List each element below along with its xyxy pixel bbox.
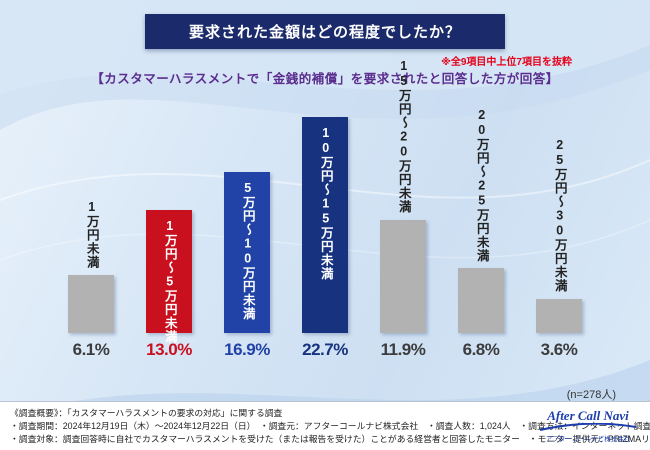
bar-column: 1万円～5万円未満 13.0% [133, 96, 205, 360]
bar-column: 1万円未満 6.1% [55, 96, 127, 360]
bar [302, 117, 348, 333]
bar [536, 298, 582, 333]
survey-detail-line: ・調査対象：調査回答時に自社でカスタマーハラスメントを受けた（または報告を受けた… [10, 433, 650, 444]
bar-column: 20万円～25万円未満 6.8% [445, 96, 517, 360]
bar-category-label: 1万円未満 [84, 200, 99, 270]
bar-value-label: 6.8% [462, 340, 500, 359]
logo-swoosh-icon [539, 423, 637, 431]
chart-subtitle: 【カスタマーハラスメントで「金銭的補償」を要求されたと回答した方が回答】 [91, 72, 559, 86]
bar-column: 15万円～20万円未満 11.9% [367, 59, 439, 360]
logo-company-name: アフターコールナビ株式会社 [545, 436, 631, 443]
bar-category-label: 5万円～10万円未満 [240, 181, 255, 321]
bar-value-label: 13.0% [146, 340, 192, 359]
bar-value-label: 22.7% [302, 340, 348, 359]
bar-column: 5万円～10万円未満 16.9% [211, 96, 283, 360]
bar [458, 268, 504, 333]
logo-brand-text: After Call Navi [547, 408, 629, 423]
bar-value-label: 6.1% [72, 340, 110, 359]
bar-column: 25万円～30万円未満 3.6% [523, 96, 595, 360]
survey-detail-line: ・調査期間：2024年12月19日（木）～2024年12月22日（日） ・調査元… [10, 420, 650, 431]
page-title: 要求された金額はどの程度でしたか？ [144, 14, 506, 49]
bar [68, 275, 114, 333]
survey-overview-title: 《調査概要》：「カスタマーハラスメントの要求の対応」に関する調査 [10, 408, 283, 418]
survey-overview-footer: 《調査概要》：「カスタマーハラスメントの要求の対応」に関する調査 ・調査期間：2… [0, 401, 650, 450]
bar-category-label: 15万円～20万円未満 [396, 59, 411, 214]
sample-size-label: (n=278人) [566, 389, 616, 401]
bar [146, 209, 192, 333]
bar [380, 219, 426, 333]
bar-category-label: 20万円～25万円未満 [474, 107, 489, 263]
bar-value-label: 3.6% [540, 340, 578, 359]
bar-columns: 1万円未満 6.1% 1万円～5万円未満 13.0% 5万円～10万円未満 16… [55, 59, 595, 360]
after-call-navi-logo: After Call Navi アフターコールナビ株式会社 [534, 409, 642, 443]
bar-category-label: 1万円～5万円未満 [162, 218, 177, 344]
bar-value-label: 16.9% [224, 340, 270, 359]
bar-column: 10万円～15万円未満 22.7% [289, 96, 361, 360]
bar [224, 172, 270, 333]
bar-value-label: 11.9% [380, 340, 426, 359]
bar-category-label: 10万円～15万円未満 [318, 126, 333, 281]
bar-chart: 1万円未満 6.1% 1万円～5万円未満 13.0% 5万円～10万円未満 16… [55, 59, 595, 360]
bar-category-label: 25万円～30万円未満 [552, 138, 567, 293]
extraction-note: ※全9項目中上位7項目を抜粋 [441, 57, 572, 68]
